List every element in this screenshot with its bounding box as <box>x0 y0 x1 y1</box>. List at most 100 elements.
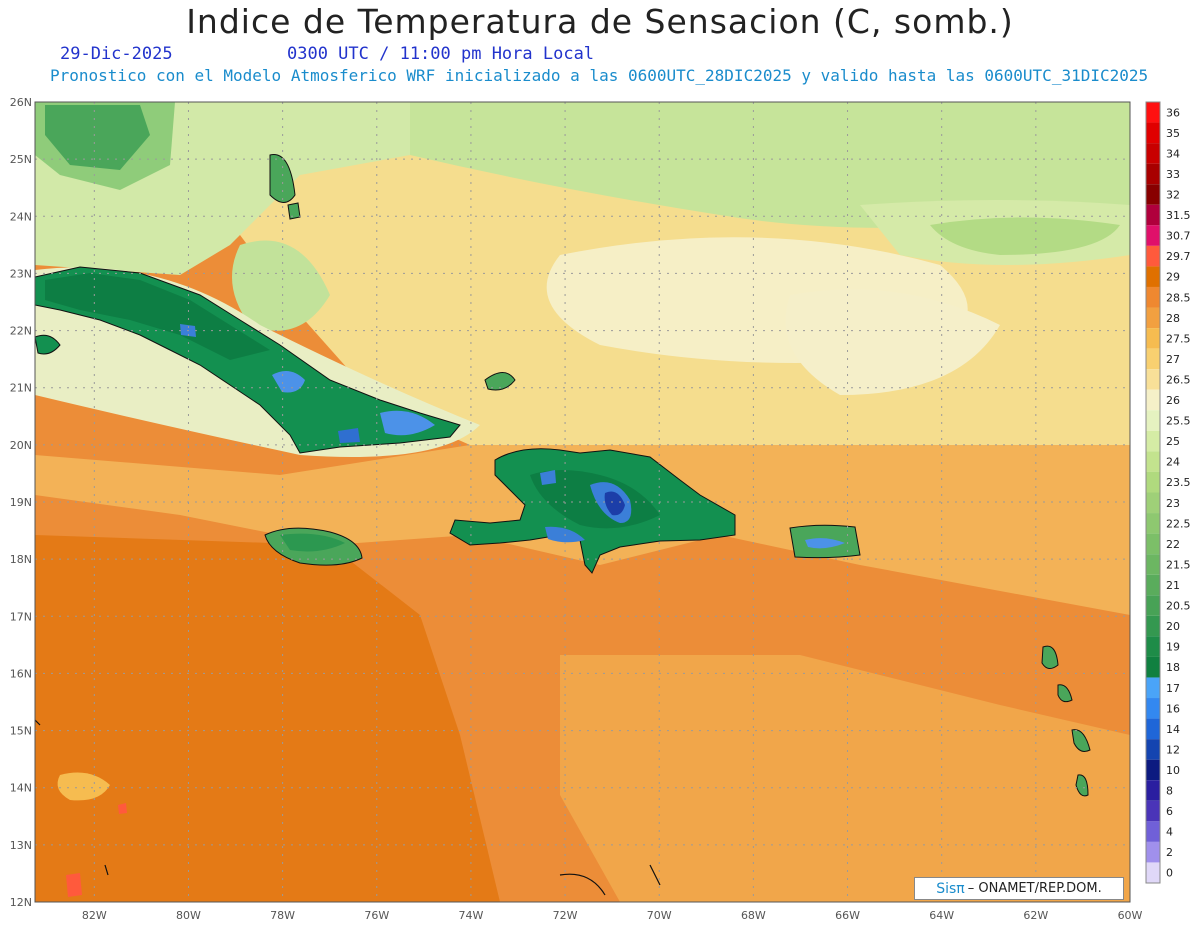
hispaniola-cold-core <box>604 491 625 516</box>
colorbar-label: 0 <box>1166 867 1173 880</box>
colorbar-label: 29 <box>1166 271 1180 284</box>
cuba-cold-spot-2 <box>272 371 305 393</box>
date-label: 29-Dic-2025 <box>60 44 173 64</box>
field-beige-patch-2 <box>785 289 1000 395</box>
colorbar-swatch <box>1146 574 1160 596</box>
bahamas-islet <box>287 202 301 220</box>
lat-label: 23N <box>10 267 32 280</box>
lat-label: 18N <box>10 553 32 566</box>
colorbar-swatch <box>1146 369 1160 390</box>
colorbar-swatch <box>1146 471 1160 493</box>
hispaniola-cold-spot-2 <box>540 470 556 485</box>
colorbar-frame <box>1145 101 1161 884</box>
colorbar-swatch <box>1146 410 1160 431</box>
colorbar-swatch <box>1146 204 1160 226</box>
credit-box: Sisπ – ONAMET/REP.DOM. <box>914 877 1124 900</box>
cuba-cold-spot-4 <box>338 428 360 443</box>
latitude-axis: 26N 25N 24N 23N 22N 21N 20N 19N 18N 17N 16N 15N 14N 1… <box>10 96 32 909</box>
florida-land-inner <box>45 105 150 170</box>
colorbar-label: 25 <box>1166 435 1180 448</box>
colorbar-label: 21.5 <box>1166 558 1191 571</box>
colorbar-swatch <box>1146 122 1160 144</box>
colorbar-label: 19 <box>1166 641 1180 654</box>
isla-juventud <box>35 334 61 355</box>
model-info: Pronostico con el Modelo Atmosferico WRF… <box>50 66 1149 85</box>
colorbar-label: 16 <box>1166 702 1180 715</box>
colorbar-label: 8 <box>1166 785 1173 798</box>
lat-label: 14N <box>10 782 32 795</box>
colorbar-swatch <box>1146 245 1160 267</box>
colorbar-label: 27 <box>1166 353 1180 366</box>
lat-label: 25N <box>10 153 32 166</box>
colorbar-swatch <box>1146 143 1160 164</box>
lat-label: 21N <box>10 382 32 395</box>
lat-label: 13N <box>10 839 32 852</box>
lon-label: 62W <box>1023 909 1048 922</box>
heat-index-map: 26N 25N 24N 23N 22N 21N 20N 19N 18N 17N 16N 15N 14N 1… <box>10 96 1191 922</box>
great-inagua <box>484 372 516 391</box>
cuba-cold-spot-3 <box>380 410 435 436</box>
guadeloupe <box>1041 645 1059 669</box>
credit-text: – ONAMET/REP.DOM. <box>967 881 1102 896</box>
colorbar-label: 20.5 <box>1166 600 1191 613</box>
colorbar-label: 18 <box>1166 661 1180 674</box>
colorbar-label: 12 <box>1166 743 1180 756</box>
andros-island <box>269 154 296 203</box>
graticule <box>35 102 1130 902</box>
colorbar-swatch <box>1146 759 1160 781</box>
colorbar-swatch <box>1146 451 1160 472</box>
colorbar-swatch <box>1146 636 1160 657</box>
colorbar-label: 10 <box>1166 764 1180 777</box>
colorbar-label: 32 <box>1166 188 1180 201</box>
colorbar-swatch <box>1146 862 1160 883</box>
field-hot-patch-3 <box>118 803 127 814</box>
colorbar-label: 22.5 <box>1166 517 1191 530</box>
colorbar-label: 25.5 <box>1166 415 1191 428</box>
colorbar-swatch <box>1146 718 1160 740</box>
colorbar-swatch <box>1146 307 1160 329</box>
lon-label: 78W <box>270 909 295 922</box>
colorbar-label: 6 <box>1166 805 1173 818</box>
colorbar-swatch <box>1146 595 1160 616</box>
martinique <box>1071 729 1091 752</box>
colorbar-label: 31.5 <box>1166 209 1191 222</box>
colorbar-label: 26 <box>1166 394 1180 407</box>
colorbar-label: 26.5 <box>1166 373 1191 386</box>
colorbar-swatch <box>1146 430 1160 452</box>
lat-label: 20N <box>10 439 32 452</box>
lat-label: 26N <box>10 96 32 109</box>
lon-label: 74W <box>458 909 483 922</box>
lon-label: 60W <box>1118 909 1143 922</box>
colorbar-swatch <box>1146 225 1160 246</box>
colorbar-swatch <box>1146 677 1160 699</box>
colorbar-swatch <box>1146 184 1160 205</box>
lon-label: 68W <box>741 909 766 922</box>
colorbar-label: 2 <box>1166 846 1173 859</box>
lon-label: 82W <box>82 909 107 922</box>
colorbar-swatch <box>1146 698 1160 719</box>
colorbar-label: 20 <box>1166 620 1180 633</box>
colorbar-label: 4 <box>1166 826 1173 839</box>
st-lucia <box>1075 774 1089 797</box>
field-north-green <box>410 102 1130 228</box>
lat-label: 19N <box>10 496 32 509</box>
lat-label: 12N <box>10 896 32 909</box>
colorbar-swatch <box>1146 492 1160 514</box>
colorbar-label: 29.7 <box>1166 250 1191 263</box>
colorbar-swatch <box>1146 780 1160 801</box>
map-title: Indice de Temperatura de Sensacion (C, s… <box>186 2 1014 41</box>
lon-label: 64W <box>929 909 954 922</box>
colorbar-swatch <box>1146 800 1160 822</box>
jamaica-inner <box>280 533 345 552</box>
colorbar-swatch <box>1146 615 1160 637</box>
colorbar-swatch <box>1146 389 1160 411</box>
colorbar-label: 14 <box>1166 723 1180 736</box>
colorbar-label: 24 <box>1166 456 1180 469</box>
field-north-green-3 <box>930 217 1120 255</box>
colorbar-label: 28 <box>1166 312 1180 325</box>
colorbar-label: 35 <box>1166 127 1180 140</box>
lon-label: 66W <box>835 909 860 922</box>
colorbar-label: 21 <box>1166 579 1180 592</box>
lat-label: 22N <box>10 325 32 338</box>
lat-label: 16N <box>10 667 32 680</box>
